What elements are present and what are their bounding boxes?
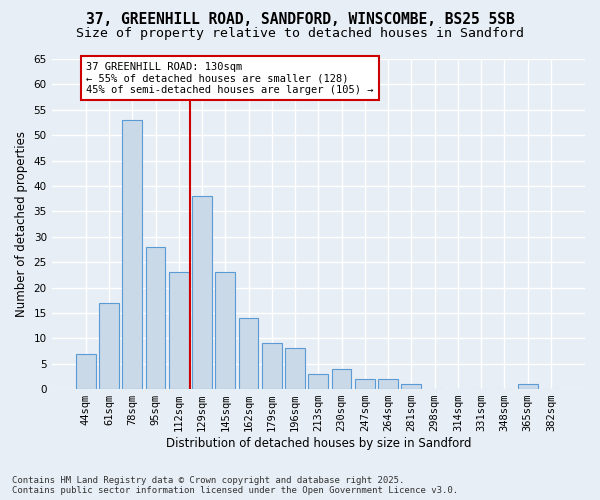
Bar — [355, 379, 375, 389]
Bar — [192, 196, 212, 389]
Bar — [332, 369, 352, 389]
Bar — [169, 272, 188, 389]
Bar — [146, 247, 166, 389]
Text: 37, GREENHILL ROAD, SANDFORD, WINSCOMBE, BS25 5SB: 37, GREENHILL ROAD, SANDFORD, WINSCOMBE,… — [86, 12, 514, 28]
Text: Contains HM Land Registry data © Crown copyright and database right 2025.
Contai: Contains HM Land Registry data © Crown c… — [12, 476, 458, 495]
Bar — [378, 379, 398, 389]
Bar — [518, 384, 538, 389]
X-axis label: Distribution of detached houses by size in Sandford: Distribution of detached houses by size … — [166, 437, 471, 450]
Bar — [262, 344, 282, 389]
Bar — [99, 303, 119, 389]
Bar — [239, 318, 259, 389]
Text: 37 GREENHILL ROAD: 130sqm
← 55% of detached houses are smaller (128)
45% of semi: 37 GREENHILL ROAD: 130sqm ← 55% of detac… — [86, 62, 373, 94]
Bar — [308, 374, 328, 389]
Text: Size of property relative to detached houses in Sandford: Size of property relative to detached ho… — [76, 28, 524, 40]
Bar — [122, 120, 142, 389]
Bar — [401, 384, 421, 389]
Bar — [285, 348, 305, 389]
Bar — [215, 272, 235, 389]
Bar — [76, 354, 95, 389]
Y-axis label: Number of detached properties: Number of detached properties — [15, 131, 28, 317]
